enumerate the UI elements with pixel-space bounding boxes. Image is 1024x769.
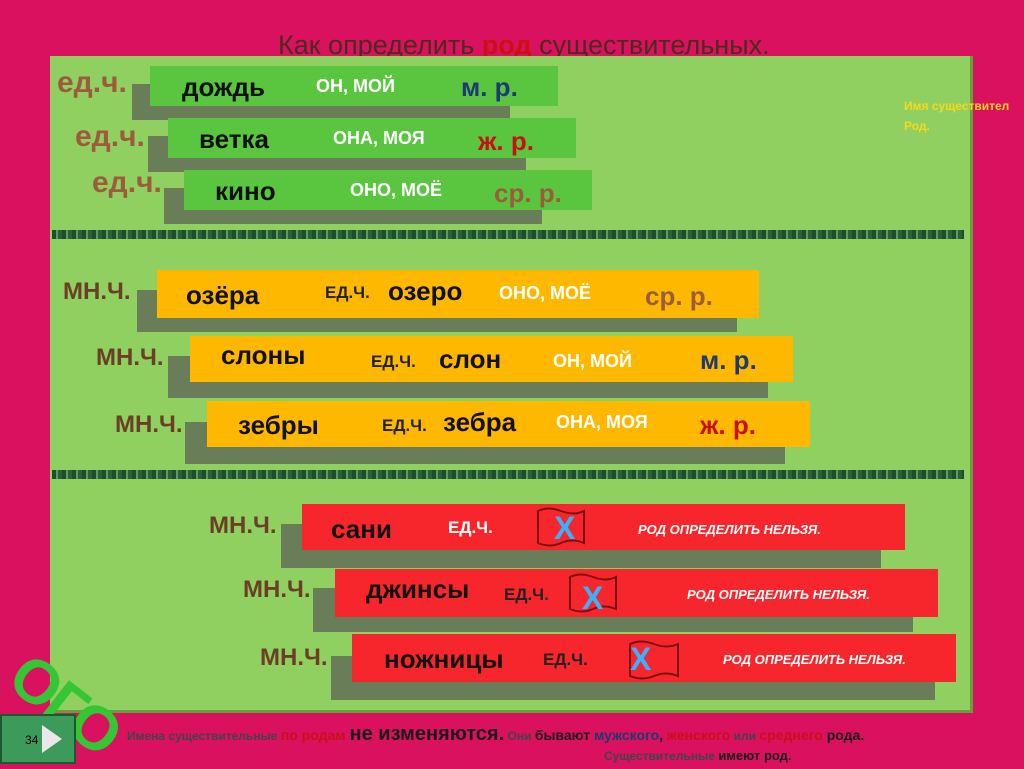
noun-word: ветка [199, 124, 269, 154]
title-prefix: Как определить [278, 30, 482, 60]
title-suffix: существительных. [531, 30, 770, 60]
pronoun-text: ОНО, МОЁ [350, 180, 443, 200]
plural-word: сани [331, 514, 392, 544]
number-label: ед.ч. [75, 120, 145, 153]
pronoun-text: ОН, МОЙ [553, 351, 632, 371]
footer-part: рода [826, 727, 861, 743]
footer-part: . [860, 727, 865, 743]
cross-mark: Х [582, 580, 604, 613]
cross-mark: Х [554, 510, 576, 546]
footer-part: имеют род. [718, 748, 792, 763]
pronoun-text: ОНО, МОЁ [499, 283, 592, 303]
gender-text: м. р. [700, 345, 757, 375]
row-bar [150, 66, 558, 106]
next-slide-button[interactable] [0, 714, 76, 764]
singular-word: озеро [388, 276, 463, 306]
number-label: МН.Ч. [115, 411, 183, 438]
plural-word: зебры [238, 410, 319, 440]
footer-part: бывают [534, 727, 594, 743]
slide-title: Как определить род существительных. [278, 30, 770, 61]
number-label: МН.Ч. [260, 644, 328, 671]
plural-word: ножницы [384, 644, 504, 674]
footer-part: среднего [759, 727, 827, 743]
pronoun-text: ОН, МОЙ [316, 76, 395, 96]
row-bar [302, 504, 905, 550]
singular-abbr: ЕД.Ч. [543, 650, 588, 669]
gender-text: ж. р. [700, 410, 756, 440]
singular-abbr: ЕД.Ч. [382, 416, 427, 435]
no-singular-flag-icon: Х [629, 640, 679, 680]
singular-abbr: ЕД.Ч. [504, 585, 549, 604]
pronoun-text: ОНА, МОЯ [333, 128, 425, 148]
footer-part: , [659, 727, 667, 743]
side-note: Имя существител Род. [904, 96, 1024, 136]
number-label: МН.Ч. [96, 344, 164, 371]
plural-word: джинсы [366, 574, 470, 604]
number-label: ед.ч. [92, 166, 162, 199]
gender-text: м. р. [461, 72, 518, 102]
number-label: ед.ч. [57, 66, 127, 99]
footer-part: Имена существительные [127, 729, 281, 743]
no-gender-note: РОД ОПРЕДЕЛИТЬ НЕЛЬЗЯ. [687, 587, 870, 602]
row-bar [157, 270, 759, 318]
gender-text: ж. р. [478, 126, 534, 156]
no-gender-note: РОД ОПРЕДЕЛИТЬ НЕЛЬЗЯ. [638, 522, 821, 537]
number-label: МН.Ч. [63, 278, 131, 305]
title-emphasis: род [481, 30, 532, 60]
footer-part: женского [667, 727, 731, 743]
number-label: МН.Ч. [243, 576, 311, 603]
plural-word: озёра [186, 280, 260, 310]
play-arrow-icon [42, 725, 62, 753]
no-singular-flag-icon: Х [537, 507, 585, 547]
no-singular-flag-icon: Х [569, 573, 617, 613]
footer-part: по родам [280, 727, 350, 743]
singular-abbr: ЕД.Ч. [325, 283, 370, 302]
noun-word: дождь [182, 72, 265, 102]
row-bar [190, 336, 793, 382]
section-divider [52, 230, 964, 239]
no-gender-note: РОД ОПРЕДЕЛИТЬ НЕЛЬЗЯ. [723, 652, 906, 667]
singular-abbr: ЕД.Ч. [448, 518, 493, 537]
footer-part: Существительные [604, 749, 719, 763]
row-bar [184, 170, 592, 210]
row-bar [168, 118, 576, 158]
row-bar [207, 401, 810, 447]
cross-mark: Х [630, 641, 652, 677]
gender-text: ср. р. [494, 178, 562, 208]
slide-number: 34 [25, 733, 39, 747]
gender-text: ср. р. [645, 281, 713, 311]
pronoun-text: ОНА, МОЯ [556, 412, 648, 432]
plural-word: слоны [221, 340, 306, 370]
singular-abbr: ЕД.Ч. [371, 352, 416, 371]
footer-line-2: Существительные имеют род. [604, 748, 792, 763]
noun-word: кино [215, 176, 276, 206]
side-note-line-1: Имя существител [904, 99, 1010, 113]
footer-part: Они [504, 729, 535, 743]
footer-part: мужского [593, 727, 660, 743]
side-note-line-2: Род. [904, 119, 930, 133]
row-bar [335, 569, 938, 617]
section-divider [52, 470, 964, 479]
number-label: МН.Ч. [209, 512, 277, 539]
footer-part: не изменяются. [349, 723, 505, 745]
singular-word: зебра [443, 407, 517, 437]
footer-summary: Имена существительные по родам не изменя… [127, 723, 864, 746]
singular-word: слон [439, 344, 502, 374]
footer-part: или [730, 729, 760, 743]
